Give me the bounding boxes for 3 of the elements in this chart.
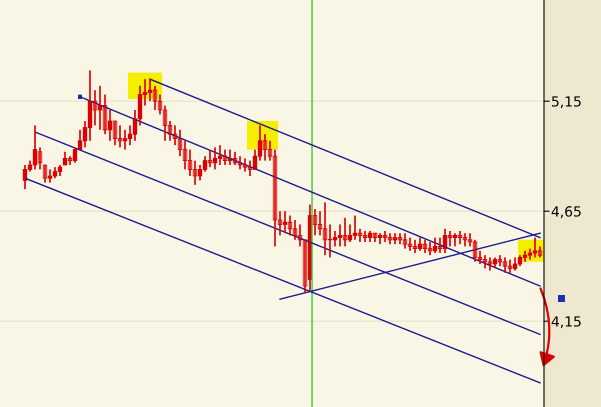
y-tick-label: 4,65: [552, 206, 581, 218]
y-tick-label: 4,15: [552, 316, 581, 328]
y-tick-label: 5,15: [552, 96, 581, 108]
